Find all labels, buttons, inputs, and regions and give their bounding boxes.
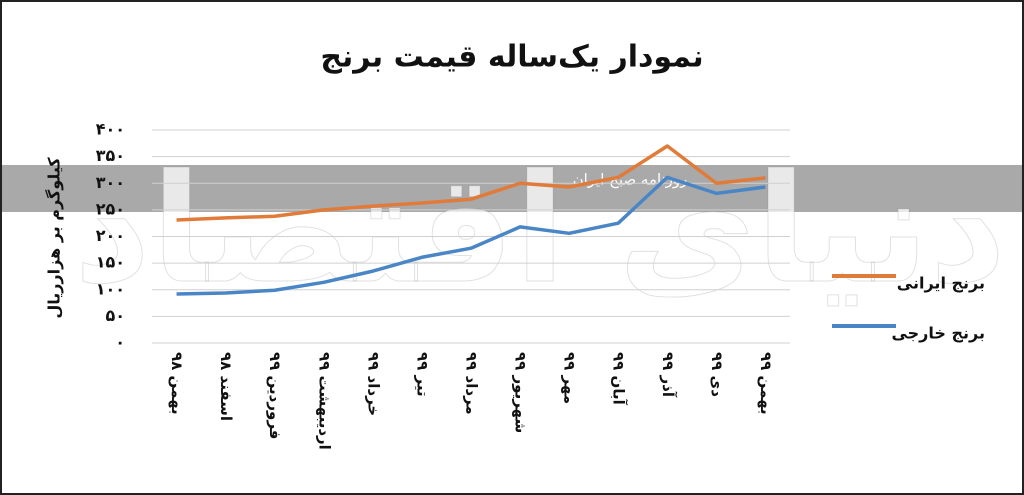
band	[2, 165, 1022, 212]
y-tick-label: ۳۰۰	[96, 173, 125, 192]
y-tick-label: ۱۰۰	[96, 279, 125, 298]
x-tick-label: تیر ۹۹	[413, 352, 431, 397]
x-tick-label: مرداد ۹۹	[463, 352, 481, 415]
y-tick-label: ۲۰۰	[96, 226, 125, 245]
x-tick-label: خرداد ۹۹	[364, 352, 382, 416]
x-tick-label: اردیبهشت ۹۹	[315, 352, 333, 450]
legend-label: برنج ایرانی	[897, 274, 985, 293]
line	[176, 144, 766, 222]
y-tick-label: ۰	[115, 333, 125, 352]
y-axis-label: کیلوگرم بر هزارریال	[45, 157, 64, 319]
y-tick-label: ۲۵۰	[96, 199, 125, 218]
x-tick-label: اسفند ۹۸	[217, 352, 235, 421]
y-tick-label: ۳۵۰	[96, 146, 125, 165]
x-tick-label: دی ۹۹	[708, 352, 726, 397]
x-tick-label: آبان ۹۹	[610, 352, 628, 406]
y-tick-label: ۵۰	[105, 306, 125, 325]
line	[176, 175, 766, 296]
y-tick-label: ۴۰۰	[96, 120, 125, 139]
y-tick-label: ۱۵۰	[96, 253, 125, 272]
x-tick-label: آذر ۹۹	[659, 352, 677, 398]
chart-title: نمودار یک‌ساله قیمت برنج	[320, 40, 703, 75]
x-tick-label: شهریور ۹۹	[512, 352, 530, 433]
x-tick-label: مهر ۹۹	[561, 352, 579, 404]
x-tick-label: بهمن ۹۸	[168, 352, 186, 415]
x-tick-label: بهمن ۹۹	[757, 352, 775, 415]
x-tick-label: فروردین ۹۹	[266, 352, 284, 439]
legend-label: برنج خارجی	[891, 324, 985, 343]
